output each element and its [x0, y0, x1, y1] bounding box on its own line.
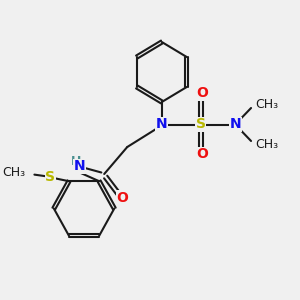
Text: H: H [71, 154, 82, 168]
Text: S: S [45, 170, 55, 184]
Text: O: O [196, 86, 208, 100]
Text: N: N [156, 118, 168, 131]
Text: O: O [116, 191, 128, 205]
Text: N: N [230, 118, 241, 131]
Text: S: S [196, 118, 206, 131]
Text: CH₃: CH₃ [255, 137, 278, 151]
Text: CH₃: CH₃ [3, 166, 26, 179]
Text: O: O [196, 148, 208, 161]
Text: CH₃: CH₃ [255, 98, 278, 112]
Text: N: N [74, 160, 85, 173]
